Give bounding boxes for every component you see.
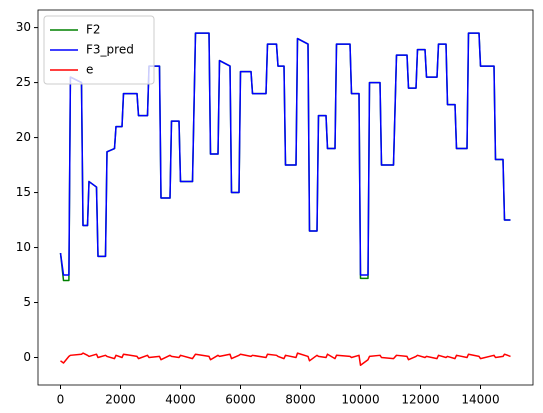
y-tick-label: 10 bbox=[16, 240, 31, 254]
legend-label: F2 bbox=[86, 23, 101, 37]
x-tick-label: 6000 bbox=[225, 393, 256, 407]
y-tick-label: 0 bbox=[23, 350, 31, 364]
x-tick-label: 4000 bbox=[165, 393, 196, 407]
y-tick-label: 20 bbox=[16, 130, 31, 144]
line-series bbox=[59, 32, 511, 276]
x-tick-label: 8000 bbox=[285, 393, 316, 407]
legend-label: e bbox=[86, 63, 93, 77]
y-tick-label: 5 bbox=[23, 295, 31, 309]
y-tick-label: 25 bbox=[16, 75, 31, 89]
legend-label: F3_pred bbox=[86, 43, 134, 57]
y-tick-label: 30 bbox=[16, 20, 31, 34]
x-tick-label: 10000 bbox=[341, 393, 379, 407]
x-tick-label: 12000 bbox=[401, 393, 439, 407]
legend-box bbox=[43, 15, 155, 85]
x-tick-label: 14000 bbox=[461, 393, 499, 407]
x-tick-label: 0 bbox=[57, 393, 65, 407]
y-tick-label: 15 bbox=[16, 185, 31, 199]
plot-frame bbox=[37, 9, 534, 386]
x-tick-label: 2000 bbox=[105, 393, 136, 407]
line-series bbox=[60, 352, 511, 366]
